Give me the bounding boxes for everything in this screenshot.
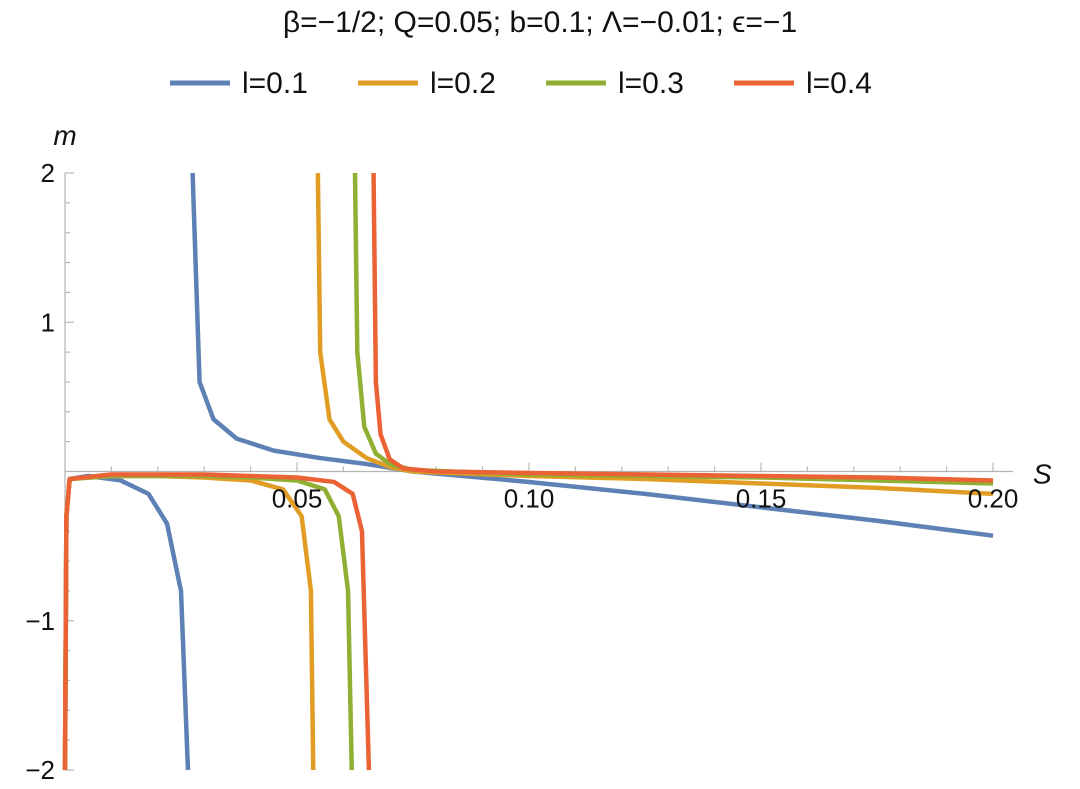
- legend-label: l=0.1: [242, 67, 308, 100]
- series-line-right-branch: [315, 172, 994, 497]
- series-line-right-branch: [371, 172, 994, 483]
- tick-labels: 0.05 0.10 0.15 0.20 2 1 −1 −2 Sm: [25, 120, 1052, 785]
- x-tick-label: 0.05: [272, 484, 323, 514]
- chart-title: β=−1/2; Q=0.05; b=0.1; Λ=−0.01; ϵ=−1: [283, 6, 797, 39]
- legend-label: l=0.3: [618, 67, 684, 100]
- legend-label: l=0.2: [430, 67, 496, 100]
- y-tick-label: 1: [41, 307, 55, 337]
- series-line-right-branch: [352, 172, 994, 486]
- y-axis-label: m: [53, 120, 76, 151]
- plot-area: [62, 172, 994, 771]
- x-axis-label: S: [1033, 459, 1052, 490]
- y-tick-label: 2: [41, 158, 55, 188]
- series-line-left-branch: [62, 473, 316, 771]
- legend-label: l=0.4: [806, 67, 872, 100]
- series-line-left-branch: [62, 472, 372, 771]
- series-line-left-branch: [62, 473, 191, 771]
- series-line-left-branch: [62, 473, 354, 771]
- series-l=0.4: [62, 172, 994, 771]
- y-tick-label: −2: [25, 755, 55, 785]
- legend: l=0.1 l=0.2 l=0.3 l=0.4: [170, 67, 872, 100]
- y-tick-label: −1: [25, 606, 55, 636]
- series-line-right-branch: [190, 172, 994, 538]
- x-tick-label: 0.10: [504, 484, 555, 514]
- x-tick-label: 0.15: [736, 484, 787, 514]
- x-tick-label: 0.20: [968, 484, 1019, 514]
